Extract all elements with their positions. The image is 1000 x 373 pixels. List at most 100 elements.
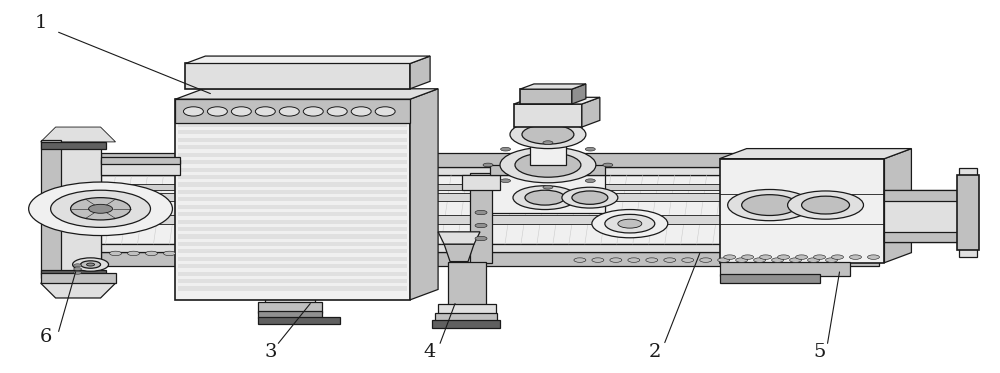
Circle shape xyxy=(814,255,826,259)
Bar xyxy=(178,123,407,127)
Bar xyxy=(178,153,407,157)
Bar xyxy=(520,89,572,104)
Bar xyxy=(178,167,407,172)
Ellipse shape xyxy=(231,107,251,116)
Polygon shape xyxy=(720,148,911,159)
Bar xyxy=(101,216,879,224)
Bar xyxy=(101,252,879,266)
Bar xyxy=(175,99,410,300)
Bar xyxy=(462,175,500,190)
Bar xyxy=(530,137,566,165)
Bar xyxy=(178,190,407,194)
Bar xyxy=(448,261,486,306)
Circle shape xyxy=(501,147,511,151)
Circle shape xyxy=(483,163,493,167)
Circle shape xyxy=(796,255,808,259)
Bar xyxy=(258,311,322,319)
Circle shape xyxy=(525,190,565,205)
Bar xyxy=(178,212,407,216)
Circle shape xyxy=(543,185,553,189)
Circle shape xyxy=(592,210,668,238)
Polygon shape xyxy=(520,84,586,89)
Circle shape xyxy=(718,258,730,262)
Circle shape xyxy=(850,255,861,259)
Circle shape xyxy=(543,141,553,144)
Ellipse shape xyxy=(375,107,395,116)
Bar xyxy=(178,279,407,283)
Circle shape xyxy=(51,190,150,228)
Ellipse shape xyxy=(327,107,347,116)
Bar xyxy=(178,249,407,253)
Bar xyxy=(178,101,407,105)
Circle shape xyxy=(802,196,850,214)
Bar xyxy=(490,165,605,175)
Bar xyxy=(178,145,407,149)
Bar xyxy=(432,320,500,329)
Bar xyxy=(101,184,879,190)
Polygon shape xyxy=(175,89,438,99)
Ellipse shape xyxy=(303,107,323,116)
Bar xyxy=(514,104,582,127)
Bar xyxy=(101,193,879,201)
Circle shape xyxy=(585,147,595,151)
Circle shape xyxy=(89,204,113,213)
Circle shape xyxy=(610,258,622,262)
Text: 5: 5 xyxy=(813,343,826,361)
Circle shape xyxy=(646,258,658,262)
Circle shape xyxy=(832,255,844,259)
Circle shape xyxy=(29,182,172,236)
Bar xyxy=(101,244,879,252)
Bar xyxy=(957,175,979,250)
Polygon shape xyxy=(572,84,586,104)
Circle shape xyxy=(772,258,784,262)
Circle shape xyxy=(522,125,574,144)
Polygon shape xyxy=(438,232,480,244)
Text: 2: 2 xyxy=(649,343,661,361)
Bar xyxy=(178,175,407,179)
Circle shape xyxy=(73,258,109,271)
Bar xyxy=(178,205,407,209)
Circle shape xyxy=(510,120,586,148)
Circle shape xyxy=(163,251,175,256)
Bar xyxy=(178,257,407,261)
Circle shape xyxy=(585,179,595,182)
Circle shape xyxy=(618,219,642,228)
Circle shape xyxy=(760,255,772,259)
Polygon shape xyxy=(582,97,600,127)
Bar xyxy=(41,273,116,283)
Bar xyxy=(185,63,410,89)
Circle shape xyxy=(867,255,879,259)
Polygon shape xyxy=(185,56,430,63)
Bar xyxy=(178,197,407,201)
Ellipse shape xyxy=(279,107,299,116)
Circle shape xyxy=(742,195,798,216)
Polygon shape xyxy=(514,97,600,104)
Circle shape xyxy=(742,255,754,259)
Bar xyxy=(884,190,959,242)
Bar xyxy=(178,116,407,120)
Bar xyxy=(178,272,407,276)
Bar xyxy=(101,153,879,167)
Circle shape xyxy=(605,214,655,233)
Polygon shape xyxy=(410,89,438,300)
Polygon shape xyxy=(41,283,116,298)
Bar xyxy=(178,264,407,268)
Bar xyxy=(470,173,492,263)
Circle shape xyxy=(475,223,487,228)
Circle shape xyxy=(475,236,487,241)
Circle shape xyxy=(788,191,863,219)
Polygon shape xyxy=(410,56,430,89)
Circle shape xyxy=(128,251,140,256)
Circle shape xyxy=(826,258,838,262)
Bar xyxy=(884,190,959,201)
Circle shape xyxy=(682,258,694,262)
Polygon shape xyxy=(444,244,474,261)
Bar xyxy=(265,263,315,305)
Circle shape xyxy=(592,258,604,262)
Circle shape xyxy=(500,147,596,183)
Circle shape xyxy=(81,261,101,268)
Text: 6: 6 xyxy=(39,328,52,346)
Polygon shape xyxy=(41,127,116,142)
Bar xyxy=(41,142,106,149)
Bar xyxy=(178,242,407,246)
